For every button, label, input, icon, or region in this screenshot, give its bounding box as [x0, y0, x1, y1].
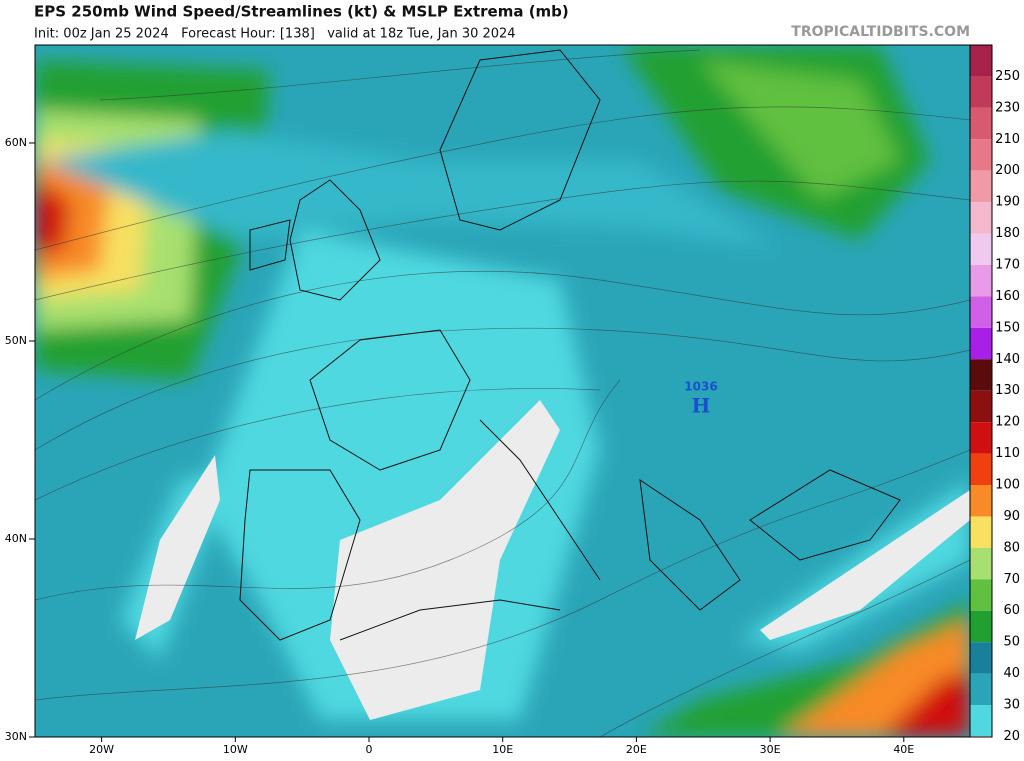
map-area: [35, 45, 970, 737]
colorbar-swatch: [970, 296, 992, 328]
colorbar-frame: [969, 44, 993, 738]
colorbar-swatch: [970, 170, 992, 203]
lon-label: 10E: [492, 743, 513, 756]
lat-label: 60N: [5, 136, 27, 149]
colorbar-swatch: [970, 265, 992, 297]
colorbar-label: 230: [995, 100, 1020, 115]
colorbar-swatch: [970, 233, 992, 266]
lon-label: 20W: [89, 743, 114, 756]
colorbar-label: 80: [1003, 540, 1020, 555]
lon-label: 0: [366, 743, 373, 756]
pressure-value: 1036: [684, 380, 717, 394]
lon-label: 30E: [760, 743, 781, 756]
lat-label: 30N: [5, 730, 27, 743]
colorbar-swatch: [970, 76, 992, 108]
colorbar-label: 60: [1003, 603, 1020, 618]
colorbar-label: 210: [995, 132, 1020, 147]
colorbar-swatch: [970, 610, 992, 643]
colorbar-label: 30: [1003, 698, 1020, 713]
colorbar-label: 250: [995, 69, 1020, 84]
lat-label: 40N: [5, 532, 27, 545]
colorbar-label: 160: [995, 289, 1020, 304]
colorbar-label: 90: [1003, 509, 1020, 524]
colorbar-label: 130: [995, 383, 1020, 398]
colorbar-swatch: [970, 516, 992, 548]
colorbar-swatch: [970, 202, 992, 234]
lat-label: 50N: [5, 334, 27, 347]
colorbar-label: 120: [995, 415, 1020, 430]
colorbar-swatch: [970, 390, 992, 423]
colorbar-label: 150: [995, 320, 1020, 335]
wind-field: [35, 45, 970, 737]
colorbar-label: 50: [1003, 635, 1020, 650]
title: EPS 250mb Wind Speed/Streamlines (kt) & …: [34, 3, 569, 21]
lon-label: 10W: [223, 743, 248, 756]
colorbar-swatch: [970, 327, 992, 360]
coastlines: [239, 49, 901, 641]
colorbar-label: 110: [995, 446, 1020, 461]
colorbar-label: 70: [1003, 572, 1020, 587]
colorbar-label: 140: [995, 352, 1020, 367]
subtitle: Init: 00z Jan 25 2024 Forecast Hour: [13…: [34, 27, 516, 42]
lon-label: 40E: [893, 743, 914, 756]
colorbar-swatch: [970, 359, 992, 391]
colorbar-swatch: [970, 422, 992, 454]
colorbar-swatch: [970, 453, 992, 486]
colorbar-label: 40: [1003, 666, 1020, 681]
colorbar-label: 190: [995, 195, 1020, 210]
jet-streak: [135, 400, 970, 720]
site-label: TROPICALTIDBITS.COM: [791, 24, 970, 40]
lon-label: 20E: [626, 743, 647, 756]
colorbar-swatch: [970, 579, 992, 611]
streamlines: [35, 49, 970, 737]
pressure-symbol: H: [692, 394, 711, 418]
colorbar-label: 170: [995, 258, 1020, 273]
colorbar-swatch: [970, 45, 992, 77]
colorbar-label: 180: [995, 226, 1020, 241]
colorbar-label: 100: [995, 478, 1020, 493]
colorbar-swatch: [970, 107, 992, 140]
colorbar-swatch: [970, 673, 992, 706]
colorbar-swatch: [970, 642, 992, 674]
colorbar-swatch: [970, 547, 992, 580]
colorbar-label: 200: [995, 163, 1020, 178]
colorbar-swatch: [970, 705, 992, 737]
colorbar-swatch: [970, 139, 992, 171]
colorbar-label: 20: [1003, 729, 1020, 744]
colorbar-swatch: [970, 485, 992, 517]
